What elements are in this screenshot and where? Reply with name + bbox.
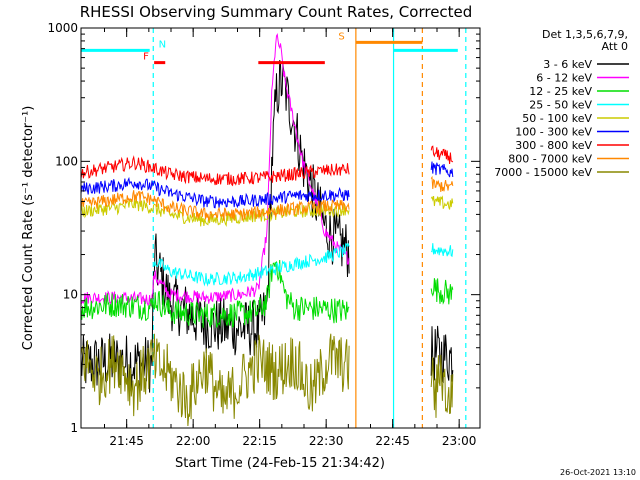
- x-tick-label-2: 22:15: [242, 434, 277, 448]
- y-tick-label-3: 1000: [47, 21, 78, 35]
- y-tick-label-0: 1: [70, 421, 78, 435]
- legend-label-1: 6 - 12 keV: [536, 72, 592, 85]
- series-5-segment-0: [80, 176, 350, 209]
- legend-label-6: 300 - 800 keV: [515, 139, 592, 152]
- series-3: [153, 243, 454, 287]
- series-layer: [80, 32, 454, 427]
- legend-label-0: 3 - 6 keV: [543, 58, 592, 71]
- axes: 1 10 100 1000 21:45 22:00 22:15 22:30 22:45 23:00: [47, 21, 481, 448]
- series-2-segment-1: [430, 278, 454, 305]
- chart-title: RHESSI Observing Summary Count Rates, Co…: [80, 3, 473, 21]
- legend-label-3: 25 - 50 keV: [529, 99, 592, 112]
- series-7: [80, 175, 454, 222]
- series-0-segment-0: [80, 59, 350, 393]
- series-5-segment-1: [430, 161, 454, 178]
- x-tick-label-5: 23:00: [442, 434, 477, 448]
- legend-label-8: 7000 - 15000 keV: [494, 166, 592, 179]
- axes-frame: [80, 27, 481, 429]
- state-label-N: N: [159, 39, 166, 50]
- series-7-segment-0: [80, 190, 350, 222]
- legend-label-4: 50 - 100 keV: [522, 112, 592, 125]
- series-5: [80, 161, 454, 209]
- series-1-segment-0: [80, 32, 350, 307]
- legend-label-5: 100 - 300 keV: [515, 126, 592, 139]
- footer-timestamp: 26-Oct-2021 13:10: [560, 468, 636, 477]
- series-8-segment-1: [430, 354, 454, 418]
- series-4-segment-1: [430, 195, 454, 210]
- legend-header-0: Det 1,3,5,6,7,9,: [542, 28, 628, 41]
- series-7-segment-1: [430, 175, 454, 193]
- series-6-segment-1: [430, 145, 454, 165]
- y-tick-label-2: 100: [55, 154, 78, 168]
- legend-label-2: 12 - 25 keV: [529, 85, 592, 98]
- series-1: [80, 32, 350, 307]
- series-2-segment-0: [80, 259, 350, 329]
- series-6-segment-0: [80, 155, 350, 187]
- series-6: [80, 145, 454, 187]
- series-0: [80, 59, 454, 393]
- x-tick-label-3: 22:30: [309, 434, 344, 448]
- series-8: [80, 333, 454, 427]
- series-3-segment-1: [430, 243, 454, 258]
- legend-label-7: 800 - 7000 keV: [508, 153, 592, 166]
- x-tick-label-1: 22:00: [176, 434, 211, 448]
- x-tick-label-0: 21:45: [109, 434, 144, 448]
- legend-header-1: Att 0: [602, 40, 628, 53]
- y-tick-label-1: 10: [63, 288, 78, 302]
- series-4: [80, 195, 454, 227]
- series-2: [80, 259, 454, 329]
- x-tick-label-4: 22:45: [375, 434, 410, 448]
- series-8-segment-0: [80, 333, 350, 427]
- state-label-S: S: [338, 31, 344, 42]
- series-3-segment-0: [153, 243, 350, 287]
- state-label-F: F: [143, 52, 149, 63]
- series-0-segment-1: [430, 325, 454, 384]
- state-bars: NF S: [81, 31, 458, 65]
- series-4-segment-0: [80, 197, 350, 227]
- y-axis-label: Corrected Count Rate (s⁻¹ detector⁻¹): [21, 106, 36, 351]
- x-axis-label: Start Time (24-Feb-15 21:34:42): [175, 456, 385, 471]
